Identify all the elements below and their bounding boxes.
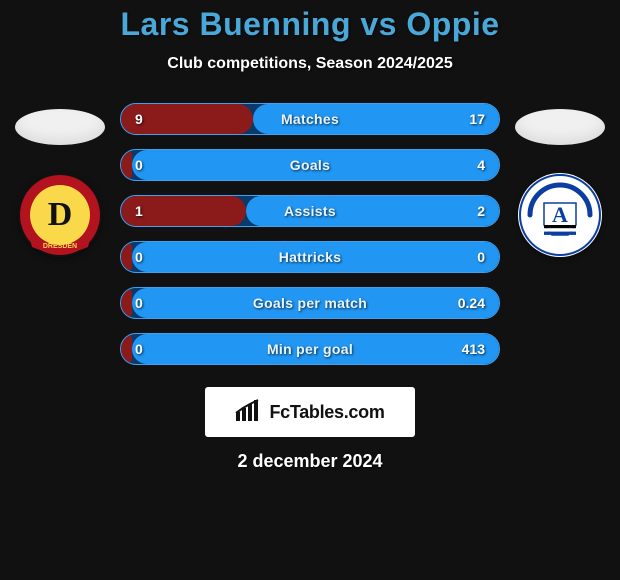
stat-value-left: 0 xyxy=(121,249,177,265)
brand-chart-icon xyxy=(235,398,263,427)
arminia-badge-icon: A xyxy=(518,173,602,257)
stat-label: Goals xyxy=(177,157,443,173)
stat-label: Min per goal xyxy=(177,341,443,357)
stat-bar: 0Hattricks0 xyxy=(120,241,500,273)
stat-label: Matches xyxy=(177,111,443,127)
stat-value-right: 0 xyxy=(443,249,499,265)
svg-text:D: D xyxy=(48,196,73,233)
stat-value-right: 0.24 xyxy=(443,295,499,311)
left-club-badge: D DRESDEN xyxy=(18,173,102,257)
dresden-badge-icon: D DRESDEN xyxy=(18,173,102,257)
stats-bars: 9Matches170Goals41Assists20Hattricks00Go… xyxy=(120,103,500,365)
stat-bar: 0Goals per match0.24 xyxy=(120,287,500,319)
stat-value-right: 17 xyxy=(443,111,499,127)
svg-text:DRESDEN: DRESDEN xyxy=(43,243,77,250)
stat-label: Hattricks xyxy=(177,249,443,265)
comparison-area: D DRESDEN 9Matches170Goals41Assists20Hat… xyxy=(0,103,620,365)
stat-bar: 9Matches17 xyxy=(120,103,500,135)
stat-bar: 1Assists2 xyxy=(120,195,500,227)
brand-badge[interactable]: FcTables.com xyxy=(205,387,415,437)
right-club-badge: A xyxy=(518,173,602,257)
stat-label: Goals per match xyxy=(177,295,443,311)
stat-value-left: 0 xyxy=(121,341,177,357)
snapshot-date: 2 december 2024 xyxy=(0,451,620,472)
stat-value-left: 0 xyxy=(121,157,177,173)
stat-value-right: 2 xyxy=(443,203,499,219)
right-player-silhouette xyxy=(515,109,605,145)
left-player-column: D DRESDEN xyxy=(0,103,120,257)
right-player-column: A xyxy=(500,103,620,257)
page-title: Lars Buenning vs Oppie xyxy=(0,6,620,43)
stat-label: Assists xyxy=(177,203,443,219)
stat-value-right: 4 xyxy=(443,157,499,173)
stat-bar: 0Goals4 xyxy=(120,149,500,181)
stat-bar: 0Min per goal413 xyxy=(120,333,500,365)
stat-value-left: 9 xyxy=(121,111,177,127)
page-subtitle: Club competitions, Season 2024/2025 xyxy=(0,55,620,73)
left-player-silhouette xyxy=(15,109,105,145)
stat-value-left: 1 xyxy=(121,203,177,219)
brand-text: FcTables.com xyxy=(269,402,384,423)
stat-value-left: 0 xyxy=(121,295,177,311)
stat-value-right: 413 xyxy=(443,341,499,357)
svg-text:A: A xyxy=(552,202,568,227)
